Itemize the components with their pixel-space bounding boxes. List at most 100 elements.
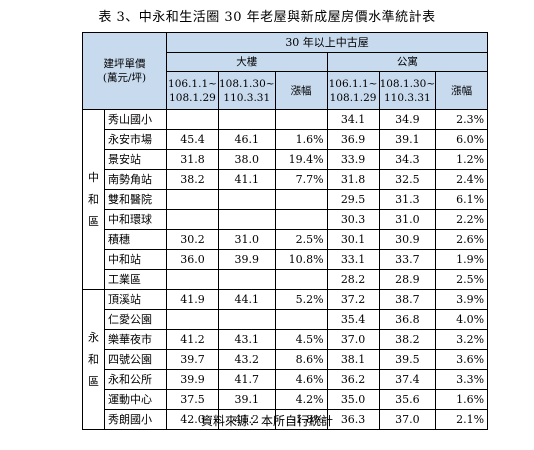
row-label-line2: (萬元/坪) <box>102 72 147 84</box>
table-row: 永和公所 39.9 41.7 4.6% 36.2 37.4 3.3% <box>83 369 489 390</box>
apartment-price-period2: 31.3 <box>378 189 437 210</box>
apartment-price-period1: 37.0 <box>326 329 380 350</box>
building-price-period2 <box>218 109 276 130</box>
period2-line2: 110.3.31 <box>383 91 431 104</box>
apartment-change: 3.2% <box>435 329 489 350</box>
header-row-period: 106.1.1~ 108.1.29 108.1.30~ 110.3.31 漲幅 … <box>83 71 489 110</box>
table-row: 中和站 36.0 39.9 10.8% 33.1 33.7 1.9% <box>83 249 489 270</box>
building-price-period1 <box>166 309 219 330</box>
apartment-change: 1.2% <box>435 149 489 170</box>
area-name: 工業區 <box>104 269 167 290</box>
apartment-change: 6.0% <box>435 129 489 150</box>
apartment-change: 1.6% <box>435 389 489 410</box>
building-price-period2: 43.1 <box>218 329 276 350</box>
table-row: 積穗 30.2 31.0 2.5% 30.1 30.9 2.6% <box>83 229 489 250</box>
period1-line2: 108.1.29 <box>329 91 377 104</box>
apartment-price-period1: 35.4 <box>326 309 380 330</box>
apartment-header: 公寓 <box>326 52 489 72</box>
building-change: 8.6% <box>274 349 328 370</box>
district-char: 中 <box>88 170 99 184</box>
building-header: 大樓 <box>166 52 328 72</box>
apartment-price-period2: 35.6 <box>378 389 437 410</box>
area-name: 秀山國小 <box>104 109 167 130</box>
row-label-line1: 建坪單價 <box>103 58 146 70</box>
apartment-price-period2: 28.9 <box>378 269 437 290</box>
building-price-period2 <box>218 209 276 230</box>
price-statistics-table: 建坪單價 (萬元/坪) 30 年以上中古屋 大樓 公寓 106.1.1~ 108… <box>82 32 489 430</box>
building-price-period1 <box>166 189 219 210</box>
period2-line1: 108.1.30~ <box>379 77 436 90</box>
area-name: 南勢角站 <box>104 169 167 190</box>
building-change: 4.5% <box>274 329 328 350</box>
apartment-price-period1: 35.0 <box>326 389 380 410</box>
apartment-change: 4.0% <box>435 309 489 330</box>
table-row: 運動中心 37.5 39.1 4.2% 35.0 35.6 1.6% <box>83 389 489 410</box>
table-row: 中和區秀山國小 34.1 34.9 2.3% <box>82 109 489 290</box>
district-char: 和 <box>88 192 99 206</box>
area-name: 運動中心 <box>104 389 167 410</box>
apartment-price-period1: 34.1 <box>326 109 380 130</box>
district-char: 區 <box>88 214 99 228</box>
table-row: 永安市場 45.4 46.1 1.6% 36.9 39.1 6.0% <box>83 129 489 150</box>
building-price-period2 <box>218 189 276 210</box>
apartment-price-period1: 28.2 <box>326 269 380 290</box>
header-row-group: 建坪單價 (萬元/坪) 30 年以上中古屋 <box>82 32 489 110</box>
building-change <box>274 189 328 210</box>
building-price-period2: 43.2 <box>218 349 276 370</box>
row-label-header: 建坪單價 (萬元/坪) <box>82 32 167 110</box>
building-change: -1.8% <box>274 409 328 430</box>
building-price-period1: 41.2 <box>166 329 219 350</box>
apartment-price-period2: 34.9 <box>378 109 437 130</box>
area-name: 仁愛公園 <box>104 309 167 330</box>
apartment-change: 2.5% <box>435 269 489 290</box>
building-price-period1 <box>166 269 219 290</box>
building-price-period2: 41.1 <box>218 169 276 190</box>
table-row: 樂華夜市 41.2 43.1 4.5% 37.0 38.2 3.2% <box>83 329 489 350</box>
building-change <box>274 109 328 130</box>
apartment-price-period1: 31.8 <box>326 169 380 190</box>
table-row: 雙和醫院 29.5 31.3 6.1% <box>83 189 489 210</box>
building-price-period1: 39.7 <box>166 349 219 370</box>
period2-line2: 110.3.31 <box>223 91 271 104</box>
table-row: 工業區 28.2 28.9 2.5% <box>83 269 489 290</box>
table-row: 中和環球 30.3 31.0 2.2% <box>83 209 489 230</box>
apartment-period1-header: 106.1.1~ 108.1.29 <box>326 71 380 110</box>
table-row: 南勢角站 38.2 41.1 7.7% 31.8 32.5 2.4% <box>83 169 489 190</box>
building-change: 7.7% <box>274 169 328 190</box>
apartment-price-period2: 38.7 <box>378 289 437 310</box>
building-period2-header: 108.1.30~ 110.3.31 <box>218 71 276 110</box>
building-change: 2.5% <box>274 229 328 250</box>
building-change <box>274 269 328 290</box>
apartment-price-period1: 30.1 <box>326 229 380 250</box>
district-char: 區 <box>88 374 99 388</box>
source-note: 資料來源：本所自行統計 <box>200 414 333 428</box>
building-change: 5.2% <box>274 289 328 310</box>
building-price-period1: 39.9 <box>166 369 219 390</box>
apartment-price-period1: 36.9 <box>326 129 380 150</box>
building-change <box>274 209 328 230</box>
apartment-price-period2: 31.0 <box>378 209 437 230</box>
district-char: 和 <box>88 352 99 366</box>
apartment-price-period2: 34.3 <box>378 149 437 170</box>
apartment-price-period1: 33.1 <box>326 249 380 270</box>
area-name: 樂華夜市 <box>104 329 167 350</box>
building-change: 4.6% <box>274 369 328 390</box>
building-price-period2: 41.2 <box>218 409 276 430</box>
area-name: 雙和醫院 <box>104 189 167 210</box>
building-price-period1: 30.2 <box>166 229 219 250</box>
table-row: 景安站 31.8 38.0 19.4% 33.9 34.3 1.2% <box>83 149 489 170</box>
area-name: 積穗 <box>104 229 167 250</box>
area-name: 秀朗國小 <box>104 409 167 430</box>
period1-line2: 108.1.29 <box>169 91 216 104</box>
header-row-type: 大樓 公寓 <box>83 52 489 72</box>
apartment-change: 2.1% <box>435 409 489 430</box>
apartment-price-period2: 39.1 <box>378 129 437 150</box>
building-change: 1.6% <box>274 129 328 150</box>
table-row: 仁愛公園 35.4 36.8 4.0% <box>83 309 489 330</box>
apartment-change: 1.9% <box>435 249 489 270</box>
table-row: 四號公園 39.7 43.2 8.6% 38.1 39.5 3.6% <box>83 349 489 370</box>
apartment-change: 2.2% <box>435 209 489 230</box>
apartment-price-period1: 38.1 <box>326 349 380 370</box>
area-name: 四號公園 <box>104 349 167 370</box>
area-name: 頂溪站 <box>104 289 167 310</box>
